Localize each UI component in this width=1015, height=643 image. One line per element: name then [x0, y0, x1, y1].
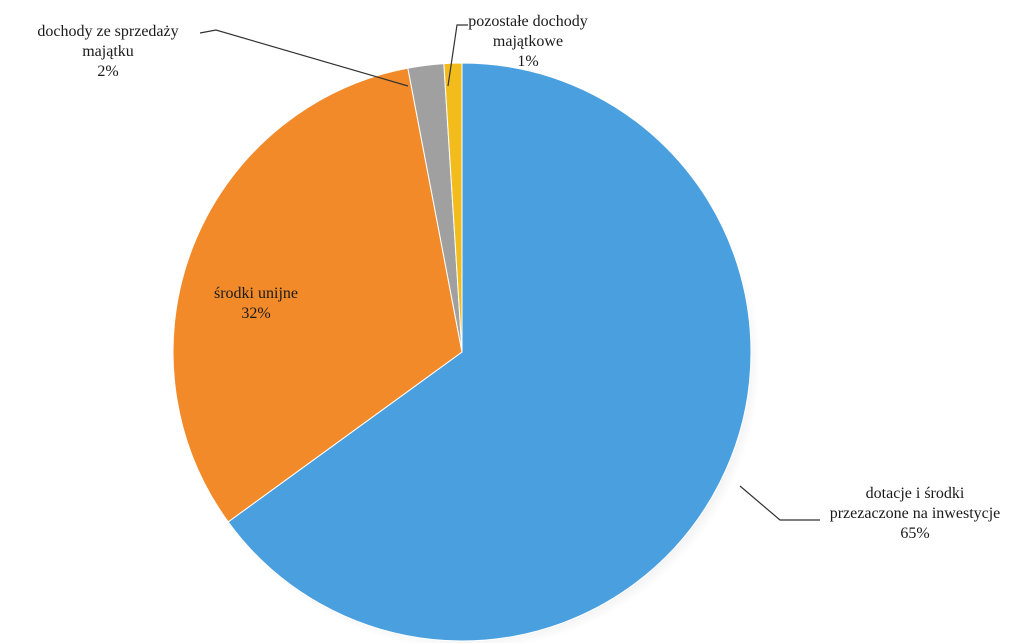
leader-line — [447, 24, 468, 87]
slice-label: środki unijne — [214, 285, 298, 302]
leader-lines — [199, 24, 820, 521]
slice-label: dotacje i środki — [866, 485, 965, 502]
slice-label: majątku — [82, 43, 134, 60]
pie-slice — [172, 67, 463, 523]
pie-slice — [227, 62, 752, 642]
slice-labels: dotacje i środki przezaczone na inwestycj… — [37, 13, 1000, 542]
slice-label: dochody ze sprzedaży — [37, 23, 178, 40]
pie-slice — [443, 62, 463, 353]
leader-line — [739, 485, 820, 521]
pie-slices — [172, 62, 752, 642]
slice-label: majątkowe — [493, 33, 563, 50]
slice-value-label: 32% — [241, 305, 270, 322]
slice-value-label: 65% — [900, 525, 929, 542]
slice-label: przezaczone na inwestycje — [830, 505, 1001, 522]
slice-value-label: 2% — [97, 63, 118, 80]
slice-value-label: 1% — [517, 53, 538, 70]
leader-line — [199, 29, 409, 87]
slice-label: pozostałe dochody — [468, 13, 588, 30]
